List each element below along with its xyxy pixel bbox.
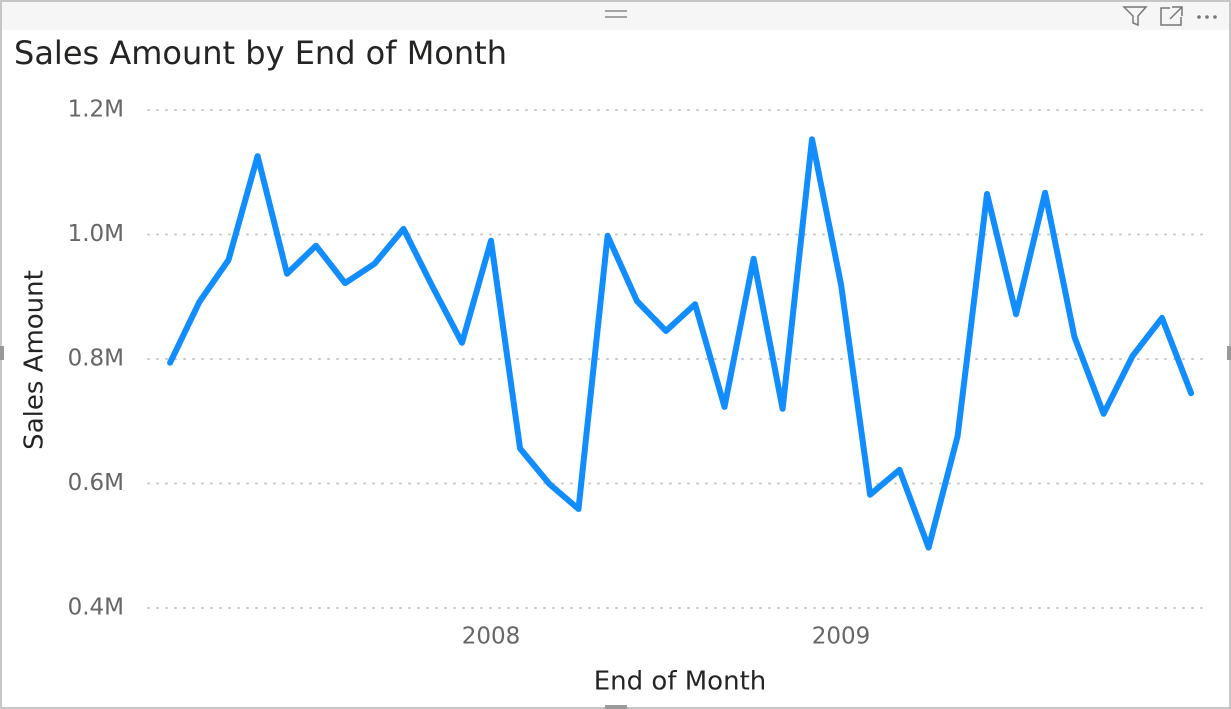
resize-handles[interactable] bbox=[0, 346, 1231, 709]
header-bar bbox=[2, 2, 1229, 30]
more-options-icon[interactable] bbox=[1197, 15, 1217, 19]
x-tick-label: 2008 bbox=[462, 624, 521, 650]
filter-icon[interactable] bbox=[1122, 6, 1148, 27]
y-tick-label: 0.6M bbox=[68, 470, 124, 496]
chart-title: Sales Amount by End of Month bbox=[14, 34, 507, 72]
drag-handle[interactable] bbox=[605, 10, 627, 18]
x-axis-title: End of Month bbox=[594, 667, 767, 697]
y-tick-label: 0.8M bbox=[68, 346, 124, 372]
y-tick-label: 0.4M bbox=[68, 595, 124, 621]
x-tick-label: 2009 bbox=[812, 624, 871, 650]
sales-line bbox=[167, 136, 1195, 551]
y-tick-label: 1.2M bbox=[68, 97, 124, 123]
focus-mode-icon[interactable] bbox=[1160, 6, 1183, 26]
plot-area: 0.4M 0.6M 0.8M 1.0M 1.2M 2008 2009 bbox=[68, 97, 1211, 650]
y-tick-label: 1.0M bbox=[68, 221, 124, 247]
y-axis-title: Sales Amount bbox=[20, 270, 50, 450]
